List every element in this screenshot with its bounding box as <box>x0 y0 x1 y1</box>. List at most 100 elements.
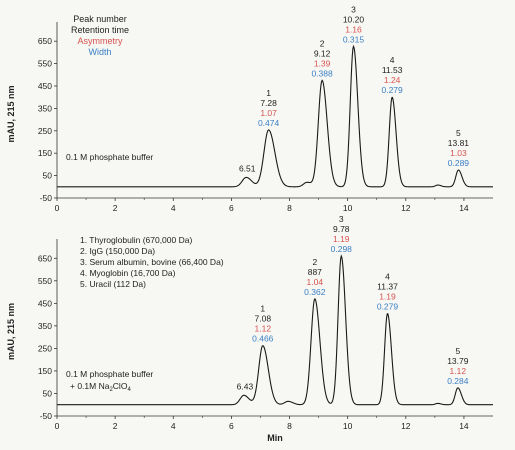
peak-retention-label: 6.51 <box>239 163 256 173</box>
y-tick-label: 450 <box>38 298 52 308</box>
condition-anion: ClO <box>113 381 128 391</box>
y-tick-label: 550 <box>38 59 52 69</box>
x-tick-label: 6 <box>229 421 234 431</box>
peak-number-label: 4 <box>390 55 395 65</box>
peak-asymmetry-label: 1.19 <box>333 234 350 244</box>
peak-asymmetry-label: 1.16 <box>345 24 362 34</box>
peak-retention-label: 9.12 <box>314 48 331 58</box>
peak-retention-label: 7.28 <box>260 98 277 108</box>
compound-2: 2. IgG (150,000 Da) <box>80 246 155 256</box>
x-tick-label: 12 <box>401 421 411 431</box>
x-tick-label: 14 <box>459 421 469 431</box>
peak-number-label: 4 <box>385 271 390 281</box>
peak-width-label: 0.466 <box>252 334 274 344</box>
condition-bottom-line1: 0.1 M phosphate buffer <box>66 369 153 379</box>
x-tick-label: 2 <box>113 421 118 431</box>
panel-bottom: 0.1 M phosphate buffer + 0.1M Na2ClO4 mA… <box>6 214 493 431</box>
condition-salt: + 0.1M Na <box>70 381 110 391</box>
y-tick-label: 550 <box>38 276 52 286</box>
x-tick-label: 4 <box>171 421 176 431</box>
peak-width-label: 0.279 <box>381 85 403 95</box>
peak-asymmetry-label: 1.12 <box>255 324 272 334</box>
y-tick-label: 350 <box>38 103 52 113</box>
peak-retention-label: 11.53 <box>382 65 403 75</box>
condition-sub-2: 2 <box>109 387 113 393</box>
peak-number-label: 1 <box>260 304 265 314</box>
y-tick-label: 450 <box>38 81 52 91</box>
peak-asymmetry-label: 1.12 <box>450 366 467 376</box>
y-axis-title: mAU, 215 nm <box>6 303 16 360</box>
panel-top: 0.1 M phosphate buffer mAU, 215 nm-50501… <box>6 4 493 213</box>
legend-width: Width <box>88 47 111 57</box>
peak-number-label: 3 <box>339 214 344 224</box>
peak-width-label: 0.289 <box>448 158 470 168</box>
peak-retention-label: 887 <box>308 267 322 277</box>
x-tick-label: 4 <box>171 203 176 213</box>
peak-retention-label: 13.81 <box>448 138 470 148</box>
y-tick-label: 250 <box>38 126 52 136</box>
x-tick-label: 0 <box>55 421 60 431</box>
y-tick-label: 650 <box>38 36 52 46</box>
peak-number-label: 5 <box>455 346 460 356</box>
y-axis-title: mAU, 215 nm <box>6 85 16 142</box>
legend-asymmetry: Asymmetry <box>78 36 124 46</box>
chromatogram-trace <box>57 254 493 406</box>
plot-bottom: mAU, 215 nm -50 50 150 250 350 450 550 650 0 2 4 6 8 1… <box>6 214 493 431</box>
peak-asymmetry-label: 1.04 <box>307 277 324 287</box>
compound-5: 5. Uracil (112 Da) <box>80 279 146 289</box>
x-tick-label: 0 <box>55 203 60 213</box>
compound-3: 3. Serum albumin, bovine (66,400 Da) <box>80 257 224 267</box>
legend-key: Peak number Retention time Asymmetry Wid… <box>71 14 129 57</box>
peak-width-label: 0.362 <box>304 287 326 297</box>
y-tick-label: 50 <box>43 388 53 398</box>
x-tick-label: 8 <box>287 203 292 213</box>
condition-sub-4: 4 <box>127 387 131 393</box>
y-tick-label: 150 <box>38 366 52 376</box>
peak-number-label: 1 <box>266 88 271 98</box>
peak-retention-label: 10.20 <box>343 14 365 24</box>
y-tick-label: 650 <box>38 253 52 263</box>
x-tick-label: 10 <box>343 203 353 213</box>
x-tick-label: 8 <box>287 421 292 431</box>
compound-list: 1. Thyroglobulin (670,000 Da) 2. IgG (15… <box>80 235 224 289</box>
condition-bottom-line2: + 0.1M Na2ClO4 <box>70 381 131 393</box>
y-tick-label: -50 <box>40 411 53 421</box>
peak-asymmetry-label: 1.39 <box>314 58 331 68</box>
peak-asymmetry-label: 1.19 <box>379 291 396 301</box>
peak-number-label: 3 <box>351 4 356 14</box>
peak-asymmetry-label: 1.07 <box>260 108 277 118</box>
peak-asymmetry-label: 1.24 <box>384 75 401 85</box>
legend-peak-number: Peak number <box>73 14 127 24</box>
x-tick-label: 12 <box>401 203 411 213</box>
peak-number-label: 2 <box>320 38 325 48</box>
peak-asymmetry-label: 1.03 <box>450 148 467 158</box>
compound-4: 4. Myoglobin (16,700 Da) <box>80 268 176 278</box>
y-tick-label: -50 <box>40 193 53 203</box>
condition-top: 0.1 M phosphate buffer <box>66 152 153 162</box>
peak-width-label: 0.298 <box>331 244 353 254</box>
y-tick-label: 150 <box>38 148 52 158</box>
compound-1: 1. Thyroglobulin (670,000 Da) <box>80 235 192 245</box>
peak-number-label: 5 <box>456 128 461 138</box>
x-axis-title: Min <box>267 433 283 443</box>
peak-width-label: 0.284 <box>447 376 469 386</box>
peak-width-label: 0.315 <box>343 34 365 44</box>
y-tick-label: 50 <box>43 171 53 181</box>
y-tick-label: 250 <box>38 343 52 353</box>
plot-top: mAU, 215 nm -50 50 150 250 350 450 550 650 0 2 4 6 8 1… <box>6 4 493 213</box>
peak-retention-label: 13.79 <box>447 356 469 366</box>
peak-retention-label: 9.78 <box>333 224 350 234</box>
peak-retention-label: 11.37 <box>377 281 398 291</box>
peak-number-label: 2 <box>312 257 317 267</box>
chromatogram-trace <box>57 44 493 188</box>
peak-width-label: 0.388 <box>311 68 333 78</box>
legend-retention-time: Retention time <box>71 25 129 35</box>
peak-width-label: 0.474 <box>258 118 280 128</box>
x-tick-label: 6 <box>229 203 234 213</box>
x-tick-label: 10 <box>343 421 353 431</box>
peak-width-label: 0.279 <box>377 301 399 311</box>
x-tick-label: 2 <box>113 203 118 213</box>
x-tick-label: 14 <box>459 203 469 213</box>
peak-retention-label: 6.43 <box>237 381 254 391</box>
